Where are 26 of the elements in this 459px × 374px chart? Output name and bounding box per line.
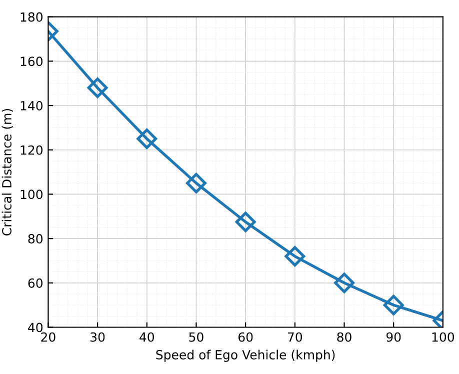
x-tick-label: 20 bbox=[41, 332, 56, 342]
point bbox=[87, 78, 108, 98]
x-tick-label: 30 bbox=[90, 332, 105, 342]
x-axis-title: Speed of Ego Vehicle (kmph) bbox=[156, 350, 335, 362]
point bbox=[136, 128, 158, 150]
x-tick-label: 90 bbox=[386, 332, 401, 342]
point bbox=[334, 272, 354, 294]
x-tick-label: 40 bbox=[140, 332, 154, 342]
x-tick-label: 60 bbox=[238, 332, 253, 342]
point bbox=[186, 172, 206, 194]
x-tick-label: 50 bbox=[189, 332, 204, 342]
y-tick-label: 80 bbox=[28, 234, 43, 244]
point bbox=[235, 212, 256, 232]
point bbox=[383, 294, 404, 316]
y-tick-label: 120 bbox=[20, 145, 43, 155]
y-tick-label: 100 bbox=[20, 190, 43, 200]
y-tick-label: 40 bbox=[28, 322, 43, 332]
y-tick-label: 160 bbox=[20, 56, 43, 66]
y-tick-label: 180 bbox=[20, 12, 43, 22]
x-tick-label: 70 bbox=[288, 332, 302, 342]
y-tick-label: 60 bbox=[28, 278, 43, 288]
y-tick-label: 140 bbox=[20, 100, 43, 110]
x-tick-label: 100 bbox=[432, 332, 454, 342]
x-tick-label: 80 bbox=[337, 332, 352, 342]
y-axis-title: Critical Distance (m) bbox=[2, 108, 13, 236]
point bbox=[284, 246, 306, 267]
